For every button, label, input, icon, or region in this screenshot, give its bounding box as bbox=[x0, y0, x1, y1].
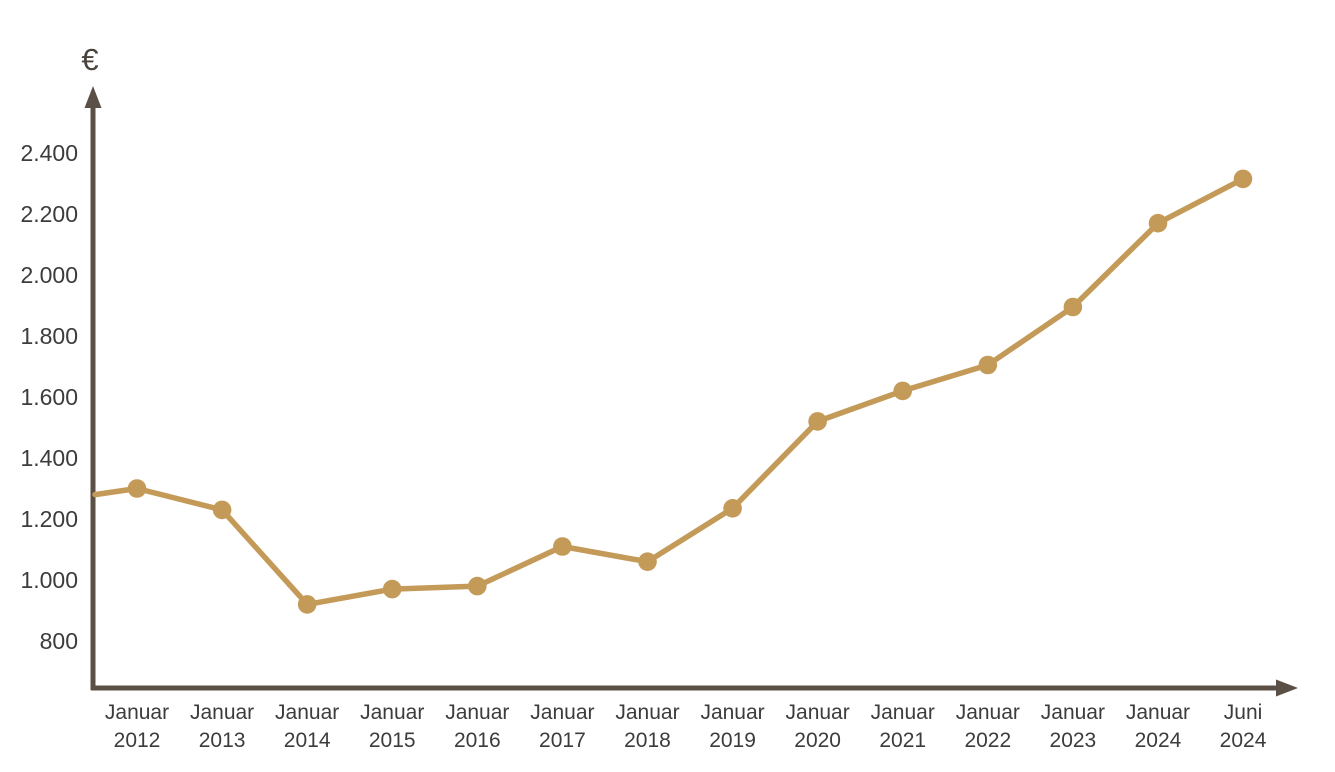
x-axis-label-month: Januar bbox=[445, 701, 510, 724]
y-axis-tick-label: 2.000 bbox=[20, 262, 78, 288]
x-axis-label: Januar 2023 bbox=[1008, 699, 1138, 755]
data-point-marker bbox=[1233, 169, 1253, 189]
x-axis-label-month: Januar bbox=[1040, 701, 1105, 724]
data-point-marker bbox=[382, 579, 402, 599]
data-point-marker bbox=[468, 576, 487, 596]
series-line bbox=[92, 176, 1246, 608]
y-axis-unit-label: € bbox=[81, 42, 99, 77]
data-point-marker bbox=[1148, 213, 1168, 233]
x-axis-label-year: 2014 bbox=[283, 729, 331, 752]
data-point-marker bbox=[297, 595, 317, 614]
x-axis-label: Juni 2024 bbox=[1178, 699, 1308, 755]
data-point-marker bbox=[127, 479, 147, 498]
x-axis-label-month: Januar bbox=[530, 701, 595, 724]
x-axis-label-year: 2015 bbox=[368, 729, 416, 752]
data-point-marker bbox=[1063, 297, 1083, 317]
x-axis-label-month: Januar bbox=[785, 701, 850, 724]
x-axis-label: Januar 2016 bbox=[412, 699, 542, 755]
data-point-marker bbox=[808, 412, 827, 431]
x-axis-label: Januar 2015 bbox=[327, 699, 457, 755]
x-axis-label-year: 2012 bbox=[113, 729, 161, 752]
x-axis-label-month: Januar bbox=[360, 701, 425, 724]
x-axis-label: Januar 2019 bbox=[668, 699, 798, 755]
y-axis-tick-label: 1.600 bbox=[20, 384, 78, 410]
x-axis-label: Januar 2021 bbox=[838, 699, 968, 755]
x-axis-label-year: 2018 bbox=[624, 729, 671, 752]
y-axis-tick-label: 1.400 bbox=[20, 445, 78, 471]
y-axis-tick-label: 2.200 bbox=[20, 201, 78, 227]
x-axis-label: Januar 2012 bbox=[72, 699, 202, 755]
x-axis-label-month: Januar bbox=[870, 701, 935, 724]
x-axis-arrowhead bbox=[1276, 679, 1298, 697]
y-axis-tick-label: 2.400 bbox=[20, 140, 78, 166]
y-axis-arrowhead bbox=[84, 86, 102, 108]
data-point-marker bbox=[893, 381, 912, 401]
x-axis-label-year: 2019 bbox=[709, 729, 756, 752]
data-point-marker bbox=[723, 499, 742, 518]
x-axis-label-year: 2023 bbox=[1049, 729, 1097, 752]
x-axis-label-month: Januar bbox=[1125, 701, 1191, 724]
data-point-marker bbox=[638, 552, 657, 571]
x-axis-label-year: 2024 bbox=[1134, 729, 1182, 752]
x-axis-label-year: 2016 bbox=[453, 729, 501, 752]
x-axis-label: Januar 2017 bbox=[497, 699, 627, 755]
y-axis-tick-label: 1.000 bbox=[20, 567, 78, 593]
x-axis-label-month: Januar bbox=[275, 701, 340, 724]
x-axis-label-month: Januar bbox=[955, 701, 1020, 724]
x-axis-label: Januar 2013 bbox=[157, 699, 287, 755]
x-axis-label: Januar 2014 bbox=[242, 699, 372, 755]
x-axis-label-year: 2017 bbox=[539, 729, 586, 752]
x-axis-label-year: 2013 bbox=[198, 729, 246, 752]
x-axis-label-month: Januar bbox=[104, 701, 170, 724]
x-axis-label: Januar 2020 bbox=[753, 699, 883, 755]
data-point-marker bbox=[212, 500, 232, 520]
y-axis-tick-label: 1.800 bbox=[20, 323, 78, 349]
x-axis-label-year: 2021 bbox=[879, 729, 927, 752]
y-axis-tick-label: 800 bbox=[39, 628, 78, 654]
x-axis-label-year: 2022 bbox=[964, 729, 1012, 752]
x-axis-label-month: Januar bbox=[189, 701, 255, 724]
x-axis-label-year: 2024 bbox=[1219, 729, 1267, 752]
x-axis-label: Januar 2022 bbox=[923, 699, 1053, 755]
x-axis-label: Januar 2024 bbox=[1093, 699, 1223, 755]
x-axis-label: Januar 2018 bbox=[582, 699, 712, 755]
x-axis-label-month: Januar bbox=[700, 701, 765, 724]
x-axis-label-month: Juni bbox=[1223, 701, 1263, 724]
x-axis-label-year: 2020 bbox=[794, 729, 841, 752]
data-point-marker bbox=[978, 355, 998, 375]
data-point-marker bbox=[553, 537, 572, 556]
x-axis-label-month: Januar bbox=[615, 701, 680, 724]
y-axis-tick-label: 1.200 bbox=[20, 506, 78, 532]
